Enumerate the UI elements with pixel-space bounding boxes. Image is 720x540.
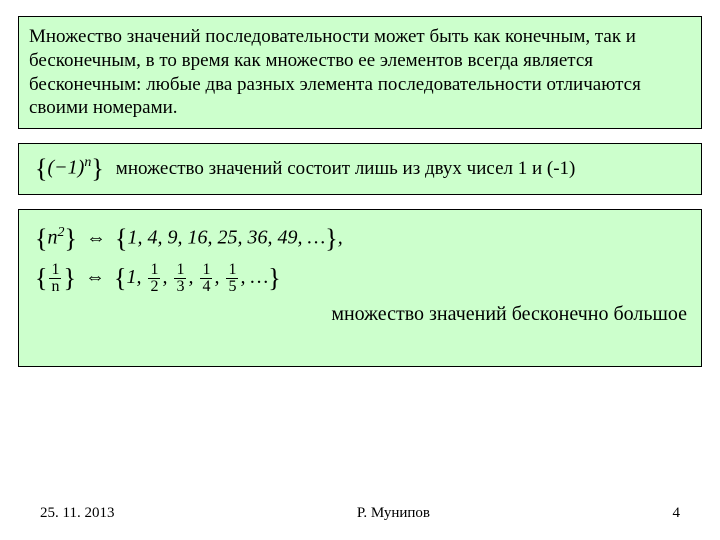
footer-author: Р. Мунипов [357, 505, 430, 522]
formula-1-over-n: {1n} ⇔ {1, 12, 13, 14, 15, …} [29, 260, 691, 297]
example-finite-row: {(−1)n} множество значений состоит лишь … [29, 152, 691, 186]
example-infinite-panel: {n2} ⇔ {1, 4, 9, 16, 25, 36, 49, …}, {1n… [18, 209, 702, 367]
formula-neg1-n: {(−1)n} [29, 152, 110, 186]
example-finite-panel: {(−1)n} множество значений состоит лишь … [18, 143, 702, 195]
example-infinite-comment: множество значений бесконечно большое [29, 303, 691, 326]
slide: Множество значений последовательности мо… [0, 0, 720, 540]
definition-text: Множество значений последовательности мо… [29, 25, 691, 120]
formula-n-squared: {n2} ⇔ {1, 4, 9, 16, 25, 36, 49, …}, [29, 222, 691, 256]
footer-page: 4 [673, 505, 681, 522]
definition-panel: Множество значений последовательности мо… [18, 16, 702, 129]
example-finite-comment: множество значений состоит лишь из двух … [116, 158, 576, 180]
slide-footer: 25. 11. 2013 Р. Мунипов 4 [0, 505, 720, 522]
footer-date: 25. 11. 2013 [40, 505, 114, 522]
